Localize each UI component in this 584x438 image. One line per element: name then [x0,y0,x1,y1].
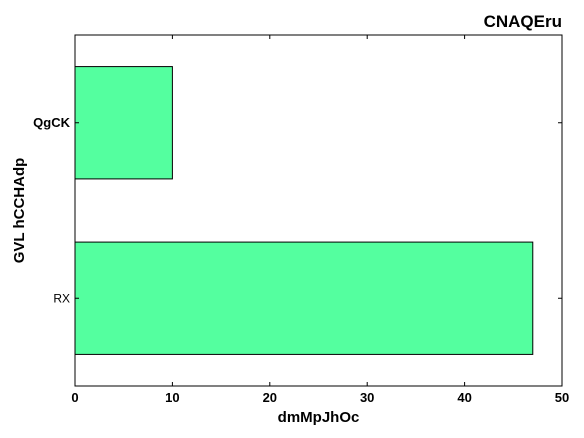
y-tick-label: RX [53,291,70,305]
chart-title: CNAQEru [484,12,562,31]
y-tick-label: QgCK [33,115,70,130]
x-tick-label: 30 [360,390,374,405]
x-tick-label: 40 [457,390,471,405]
x-tick-label: 50 [555,390,569,405]
bars-group [75,67,533,355]
x-tick-label: 0 [71,390,78,405]
bar-rx [75,242,533,354]
x-tick-label: 10 [165,390,179,405]
y-axis-label: GVL hCCHAdp [11,158,28,264]
x-tick-label: 20 [263,390,277,405]
bar-qgck [75,67,172,179]
x-axis-label: dmMpJhOc [278,409,360,426]
